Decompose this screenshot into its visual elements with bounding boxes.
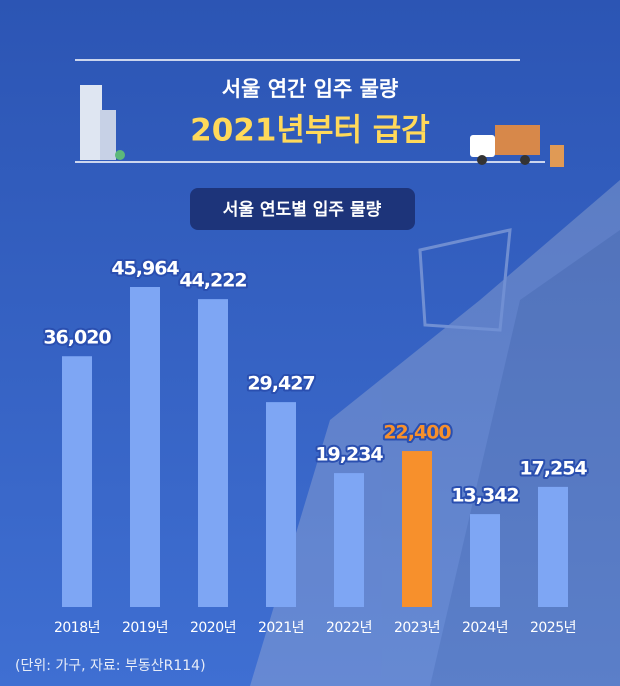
value-label: 19,234 (315, 444, 383, 466)
bar (402, 451, 432, 607)
value-label: 22,400 (383, 422, 451, 444)
source-note: (단위: 가구, 자료: 부동산R114) (15, 658, 206, 674)
value-label: 45,964 (111, 258, 179, 280)
x-tick-label: 2024년 (462, 620, 508, 636)
x-tick-label: 2019년 (122, 620, 168, 636)
x-tick-label: 2020년 (190, 620, 236, 636)
value-label: 36,020 (43, 327, 111, 349)
x-tick-label: 2025년 (530, 620, 576, 636)
chart-subtitle: 2021년부터 급감 (190, 113, 430, 149)
x-tick-label: 2022년 (326, 620, 372, 636)
badge (190, 188, 415, 230)
badge-text: 서울 연도별 입주 물량 (223, 200, 382, 220)
truck-icon (470, 125, 564, 167)
x-tick-label: 2023년 (394, 620, 440, 636)
x-tick-label: 2018년 (54, 620, 100, 636)
bar (538, 486, 568, 607)
value-label: 44,222 (179, 270, 246, 292)
bar (198, 299, 228, 607)
bar (266, 402, 296, 607)
bar (470, 514, 500, 607)
bar (130, 287, 160, 607)
bar (334, 473, 364, 607)
x-tick-label: 2021년 (258, 620, 304, 636)
chart-title: 서울 연간 입주 물량 (222, 77, 399, 101)
value-label: 17,254 (519, 457, 587, 479)
bar (62, 356, 92, 607)
value-label: 29,427 (247, 373, 314, 395)
building-icon (80, 85, 125, 160)
value-label: 13,342 (451, 485, 518, 507)
